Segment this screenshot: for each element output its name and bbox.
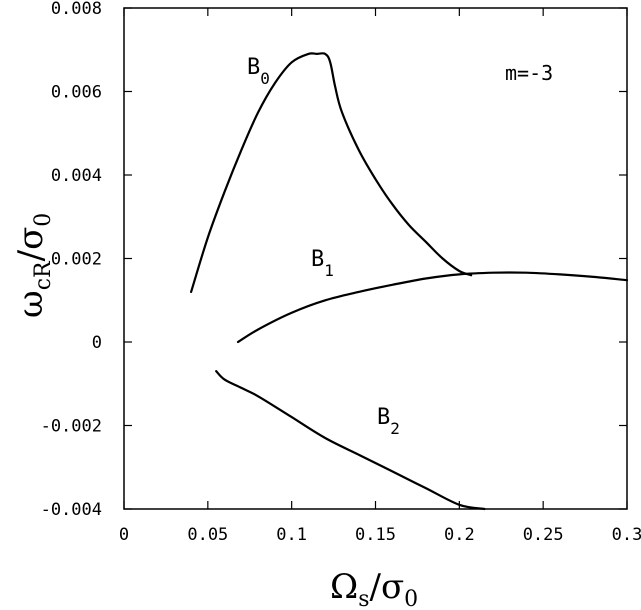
y-axis-title-group: ωcR/σ0: [11, 213, 56, 318]
y-tick-label: -0.002: [41, 417, 102, 437]
curve-label-b0-sub: 0: [260, 69, 270, 88]
curve-label-b0-main: B: [247, 55, 260, 80]
x-axis-title: Ωs/σ0: [330, 567, 418, 610]
x-axis-title-sub2: 0: [404, 587, 418, 610]
y-tick-label: 0.008: [51, 0, 102, 19]
curve-label-b2: B2: [377, 405, 400, 438]
curve-label-b1-main: B: [311, 247, 324, 272]
curves: [190, 52, 629, 511]
y-tick-label: -0.004: [41, 500, 102, 520]
y-tick-label: 0: [92, 333, 102, 353]
x-tick-label: 0.3: [612, 525, 641, 545]
x-axis-title-sub: s: [358, 587, 369, 610]
curve-label-b2-main: B: [377, 405, 390, 430]
x-tick-label: 0.05: [187, 525, 228, 545]
y-axis-title: ωcR/σ0: [11, 213, 56, 318]
y-tick-label: 0.002: [51, 250, 102, 270]
x-tick-label: 0.25: [523, 525, 564, 545]
series-line-b2: [215, 370, 486, 511]
curve-label-b2-sub: 2: [390, 419, 400, 438]
y-axis-title-main: ω: [11, 290, 51, 318]
y-tick-label: 0.006: [51, 83, 102, 103]
y-axis-title-sep: /σ: [11, 227, 51, 262]
curve-label-b1-sub: 1: [324, 261, 334, 280]
x-axis-title-main: Ω: [330, 567, 358, 607]
x-tick-label: 0.2: [444, 525, 475, 545]
series-line-b1: [236, 271, 629, 344]
tick-labels: 0 0.05 0.1 0.15 0.2 0.25 0.3 -0.004 -0.002 0 0.002…: [41, 0, 641, 545]
y-axis-title-sub: cR: [31, 260, 56, 290]
x-tick-label: 0: [119, 525, 129, 545]
y-tick-label: 0.004: [51, 166, 102, 186]
y-axis-title-sub2: 0: [31, 213, 56, 227]
curve-label-b0: B0: [247, 55, 270, 88]
x-axis-title-sep: /σ: [370, 567, 405, 607]
curve-label-b1: B1: [311, 247, 334, 280]
axis-ticks: [123, 7, 628, 510]
annotation-m: m=-3: [505, 61, 553, 85]
x-tick-label: 0.15: [355, 525, 396, 545]
series-line-b0: [190, 52, 473, 293]
x-tick-label: 0.1: [276, 525, 307, 545]
